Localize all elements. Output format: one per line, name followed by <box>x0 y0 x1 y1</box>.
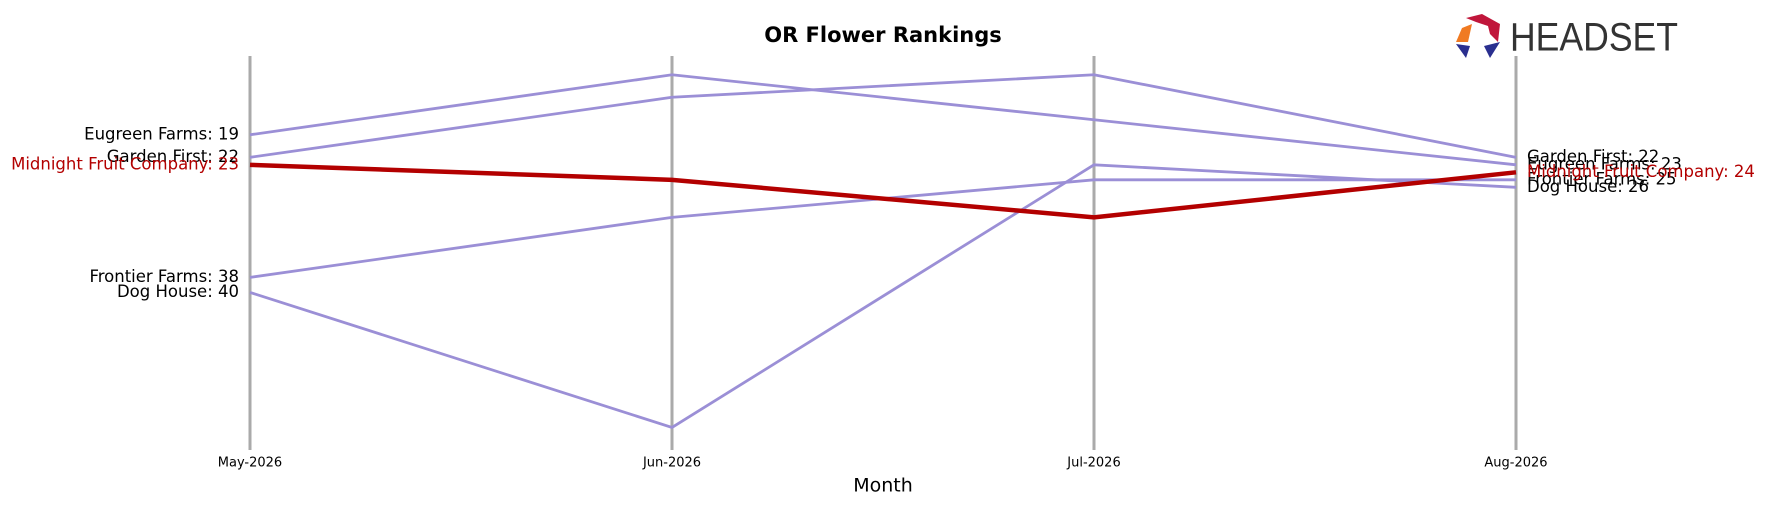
start-label: Frontier Farms: 38 <box>89 267 239 286</box>
x-tick-label: Jul-2026 <box>1066 456 1120 471</box>
logo-text: HEADSET <box>1510 16 1678 60</box>
series-line <box>249 163 1517 430</box>
chart-title: OR Flower Rankings <box>764 23 1002 47</box>
start-label: Midnight Fruit Company: 23 <box>11 154 239 173</box>
x-tick-label: Jun-2026 <box>642 456 701 471</box>
x-tick-label: Aug-2026 <box>1484 456 1547 471</box>
logo-icon <box>1466 14 1500 42</box>
logo-icon <box>1456 44 1470 58</box>
start-label: Eugreen Farms: 19 <box>84 124 239 143</box>
end-label: Garden First: 22 <box>1527 147 1659 166</box>
end-label: Eugreen Farms: 23 <box>1527 154 1682 173</box>
x-tick-label: May-2026 <box>218 456 282 471</box>
logo-icon <box>1484 42 1500 58</box>
start-label: Garden First: 22 <box>107 147 239 166</box>
logo: HEADSET <box>1456 14 1678 60</box>
logo-icon <box>1456 24 1472 42</box>
end-label: Midnight Fruit Company: 24 <box>1527 162 1755 181</box>
start-label: Dog House: 40 <box>117 282 239 301</box>
series-line <box>249 73 1517 159</box>
end-label: Frontier Farms: 25 <box>1527 169 1677 188</box>
end-label: Dog House: 26 <box>1527 177 1649 196</box>
series-line <box>249 73 1517 167</box>
x-axis-label: Month <box>853 475 913 497</box>
series-line <box>249 162 1517 220</box>
